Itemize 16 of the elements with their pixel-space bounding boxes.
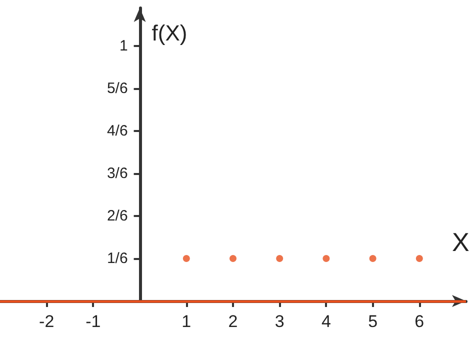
x-tick-label: 5 bbox=[368, 312, 378, 331]
y-axis-title: f(X) bbox=[152, 20, 188, 46]
x-tick-label: 1 bbox=[182, 312, 192, 331]
x-tick-label: -2 bbox=[39, 312, 54, 331]
y-tick-label: 5/6 bbox=[106, 80, 128, 98]
x-tick-label: 2 bbox=[228, 312, 238, 331]
x-tick-label: 6 bbox=[414, 312, 424, 331]
x-axis-title: X bbox=[452, 227, 470, 257]
x-tick-label: 4 bbox=[321, 312, 331, 331]
y-tick-label: 4/6 bbox=[106, 122, 128, 140]
x-tick-label: 3 bbox=[274, 312, 284, 331]
y-tick-label: 1 bbox=[119, 38, 128, 55]
y-tick-label: 2/6 bbox=[106, 208, 128, 225]
y-tick-label: 3/6 bbox=[106, 165, 128, 182]
y-tick-label: 1/6 bbox=[106, 250, 128, 268]
x-tick-label: -1 bbox=[86, 312, 101, 331]
